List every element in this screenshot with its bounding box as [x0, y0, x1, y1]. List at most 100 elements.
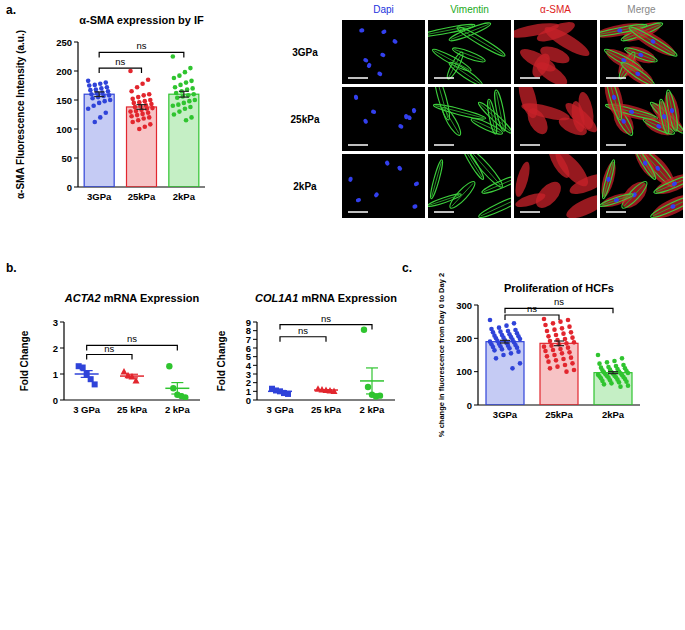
plot-area [268, 327, 384, 400]
bracket [280, 337, 326, 342]
error-bar [274, 390, 286, 392]
point [564, 369, 569, 374]
point [106, 89, 111, 94]
nucleus [662, 114, 667, 120]
tick [253, 348, 257, 349]
filament [430, 195, 460, 205]
filament [471, 154, 501, 185]
point [135, 113, 140, 118]
filament [451, 64, 481, 84]
chart: Proliferation of HCFs% change in fluores… [437, 273, 640, 437]
category-label: 25 kPa [117, 404, 148, 415]
point [512, 321, 517, 326]
point [177, 109, 182, 114]
axis-label: Fold Change [216, 330, 227, 391]
point [542, 344, 547, 349]
annotation: ns [115, 56, 125, 67]
axis-label: α-SMA Fluorescence Intensity (a.u.) [15, 30, 26, 199]
point [605, 360, 610, 365]
filament [464, 154, 482, 178]
point [545, 354, 550, 359]
point [552, 353, 557, 358]
panel-label: b. [6, 261, 17, 275]
point [554, 358, 559, 363]
nucleus [355, 197, 361, 203]
title-part: mRNA Expression [298, 292, 397, 304]
mean-line [314, 389, 338, 391]
error-bar [81, 371, 93, 378]
cell [649, 190, 683, 218]
cell [493, 89, 508, 131]
point [596, 353, 601, 358]
annotation: ns [136, 40, 146, 51]
column-label: α-SMA [540, 4, 571, 15]
scale-bar [606, 144, 626, 146]
point [572, 340, 577, 345]
point [146, 110, 151, 115]
point [620, 356, 625, 361]
annotation: ns [127, 333, 137, 344]
cell [486, 99, 499, 135]
category-label: 25 kPa [311, 404, 342, 415]
micrograph [592, 18, 683, 90]
tick-label: 200 [56, 66, 72, 77]
tick [253, 330, 257, 331]
point [136, 118, 141, 123]
point [141, 93, 146, 98]
image-content [428, 20, 507, 84]
point [136, 95, 141, 100]
point [609, 381, 614, 386]
cell [658, 99, 671, 135]
filament [436, 87, 448, 118]
title: ACTA2 mRNA Expression [64, 292, 200, 304]
x-axis [64, 399, 200, 400]
plot-area [486, 317, 632, 405]
image-content [359, 28, 398, 77]
point [551, 321, 556, 326]
point [92, 381, 98, 387]
tick [74, 42, 78, 43]
point [86, 106, 91, 111]
annotation: ns [104, 343, 114, 354]
point [166, 363, 172, 369]
cell [451, 45, 486, 64]
point [150, 106, 155, 111]
point [140, 112, 145, 117]
point [176, 102, 181, 107]
tick-label: 9 [246, 317, 251, 328]
scale-bar [606, 77, 626, 79]
point [554, 333, 559, 338]
point [558, 347, 563, 352]
micrograph [427, 145, 525, 220]
point [552, 327, 557, 332]
y-axis [256, 322, 257, 400]
point [567, 324, 572, 329]
point [148, 122, 153, 127]
error-bar [179, 91, 189, 97]
cell [476, 100, 511, 135]
filament [636, 154, 654, 178]
cell [563, 190, 597, 218]
bracket [99, 52, 184, 57]
nucleus [654, 165, 661, 172]
cell [600, 190, 633, 210]
point [86, 79, 91, 84]
tick [74, 187, 78, 188]
point [488, 318, 493, 323]
background [0, 0, 685, 630]
tick [253, 374, 257, 375]
nucleus [611, 94, 616, 100]
point [543, 323, 548, 328]
point [365, 384, 371, 390]
point [92, 120, 97, 125]
category-label: 3GPa [87, 191, 112, 202]
annotation: ns [554, 296, 564, 307]
point [564, 341, 569, 346]
plot-area [84, 54, 199, 187]
tick-label: 100 [456, 366, 472, 377]
tick-label: 0 [53, 395, 58, 406]
cell [569, 100, 587, 133]
filament [656, 176, 683, 192]
point [494, 356, 499, 361]
nucleus [362, 57, 369, 63]
